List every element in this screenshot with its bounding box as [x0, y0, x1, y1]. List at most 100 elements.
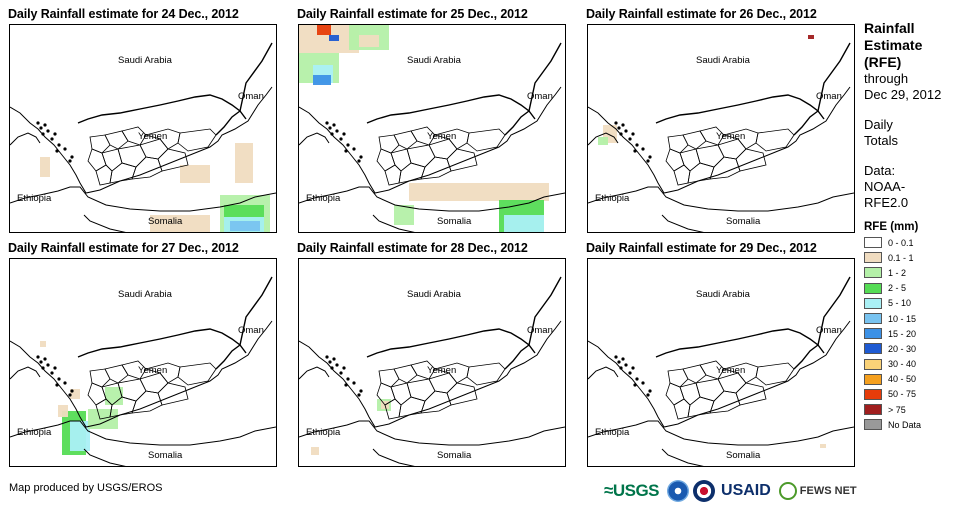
legend-class-list: 0 - 0.1 0.1 - 1 1 - 2 2 - 5 5 - 10 10 - 15 15 … — [864, 235, 964, 432]
map-canvas — [299, 25, 565, 232]
island-dot — [633, 149, 637, 153]
island-dot — [46, 363, 50, 367]
island-dot — [641, 147, 645, 151]
panel-title: Daily Rainfall estimate for 24 Dec., 201… — [8, 7, 239, 21]
map-label-somalia: Somalia — [437, 450, 472, 461]
rainfall-patch — [409, 183, 549, 201]
legend-class-label: 10 - 15 — [888, 313, 917, 324]
country-boundary — [661, 448, 704, 466]
map-frame: Saudi Arabia Oman Yemen Ethiopia Somalia — [9, 258, 277, 467]
legend-swatch — [864, 252, 882, 264]
admin-boundary — [699, 360, 725, 380]
map-panel-dec29: Daily Rainfall estimate for 29 Dec., 201… — [586, 241, 855, 467]
map-label-yemen: Yemen — [138, 131, 168, 142]
country-boundary — [588, 186, 854, 212]
panel-title: Daily Rainfall estimate for 27 Dec., 201… — [8, 241, 239, 255]
country-boundary — [10, 366, 41, 380]
map-frame: Saudi Arabia Oman Yemen Ethiopia Somalia — [587, 24, 855, 233]
island-dot — [646, 393, 650, 397]
island-dot — [621, 123, 625, 127]
island-dot — [359, 155, 363, 159]
island-dot — [335, 363, 339, 367]
map-canvas — [299, 276, 565, 466]
admin-boundary — [393, 364, 418, 384]
island-dot — [346, 377, 350, 381]
country-boundary — [588, 320, 851, 428]
country-boundary — [83, 214, 126, 232]
legend-swatch — [864, 313, 882, 325]
legend-class-row: 15 - 20 — [864, 326, 964, 341]
island-dot — [631, 366, 635, 370]
rainfall-patch — [58, 405, 68, 417]
island-dot — [53, 366, 57, 370]
island-dot — [68, 159, 72, 163]
island-dot — [39, 360, 43, 364]
admin-boundary — [717, 138, 747, 160]
island-dot — [53, 132, 57, 136]
island-dot — [39, 126, 43, 130]
map-label-oman: Oman — [816, 91, 842, 102]
island-dot — [352, 147, 356, 151]
legend-swatch — [864, 404, 882, 416]
rainfall-patch — [820, 444, 826, 448]
rainfall-patch — [180, 165, 210, 183]
island-dot — [631, 132, 635, 136]
legend-class-label: 15 - 20 — [888, 328, 917, 339]
island-dot — [41, 366, 45, 370]
map-label-saudi: Saudi Arabia — [118, 289, 172, 300]
legend-class-label: 1 - 2 — [888, 267, 907, 278]
country-boundary — [661, 214, 704, 232]
country-boundary — [239, 276, 273, 346]
island-dot — [330, 366, 334, 370]
admin-boundary — [446, 148, 478, 172]
legend-swatch — [864, 358, 882, 370]
island-dot — [346, 143, 350, 147]
legend-swatch — [864, 237, 882, 249]
map-label-somalia: Somalia — [726, 216, 761, 227]
legend-title-1: Rainfall — [864, 20, 915, 36]
island-dot — [339, 137, 343, 141]
admin-boundary — [410, 126, 436, 146]
legend-class-label: 30 - 40 — [888, 359, 917, 370]
admin-boundary — [466, 128, 506, 152]
admin-boundary — [735, 382, 767, 406]
map-label-saudi: Saudi Arabia — [696, 289, 750, 300]
admin-boundary — [755, 362, 795, 386]
island-dot — [633, 383, 637, 387]
map-credit: Map produced by USGS/EROS — [9, 482, 163, 494]
legend-swatch — [864, 373, 882, 385]
map-label-yemen: Yemen — [716, 365, 746, 376]
island-dot — [628, 137, 632, 141]
island-dot — [55, 149, 59, 153]
panel-title: Daily Rainfall estimate for 29 Dec., 201… — [586, 241, 817, 255]
legend-class-row: 5 - 10 — [864, 296, 964, 311]
rainfall-patch — [311, 447, 319, 455]
island-dot — [339, 371, 343, 375]
island-dot — [641, 381, 645, 385]
admin-boundary — [410, 360, 436, 380]
map-label-saudi: Saudi Arabia — [407, 55, 461, 66]
country-boundary — [10, 320, 273, 428]
legend-class-row: 0.1 - 1 — [864, 250, 964, 265]
rainfall-patch — [40, 157, 50, 177]
fews-net-logo: FEWS NET — [778, 482, 857, 500]
legend-data-version: RFE2.0 — [864, 195, 909, 210]
map-frame: Saudi Arabia Oman Yemen Ethiopia Somalia — [9, 24, 277, 233]
country-boundary — [655, 94, 825, 124]
legend-date: Dec 29, 2012 — [864, 87, 942, 102]
country-boundary — [10, 186, 276, 212]
usaid-logo: USAID — [721, 482, 771, 499]
legend-rfe-header: RFE (mm) — [864, 221, 919, 233]
admin-boundary — [157, 148, 189, 172]
island-dot — [332, 357, 336, 361]
map-label-oman: Oman — [816, 325, 842, 336]
legend-class-label: 5 - 10 — [888, 298, 912, 309]
island-dot — [46, 129, 50, 133]
island-dot — [344, 383, 348, 387]
rainfall-patch — [40, 341, 46, 347]
map-label-somalia: Somalia — [148, 450, 183, 461]
island-dot — [50, 137, 54, 141]
legend-class-row: 0 - 0.1 — [864, 235, 964, 250]
map-panel-dec25: Daily Rainfall estimate for 25 Dec., 201… — [297, 7, 566, 233]
country-boundary — [528, 42, 562, 112]
